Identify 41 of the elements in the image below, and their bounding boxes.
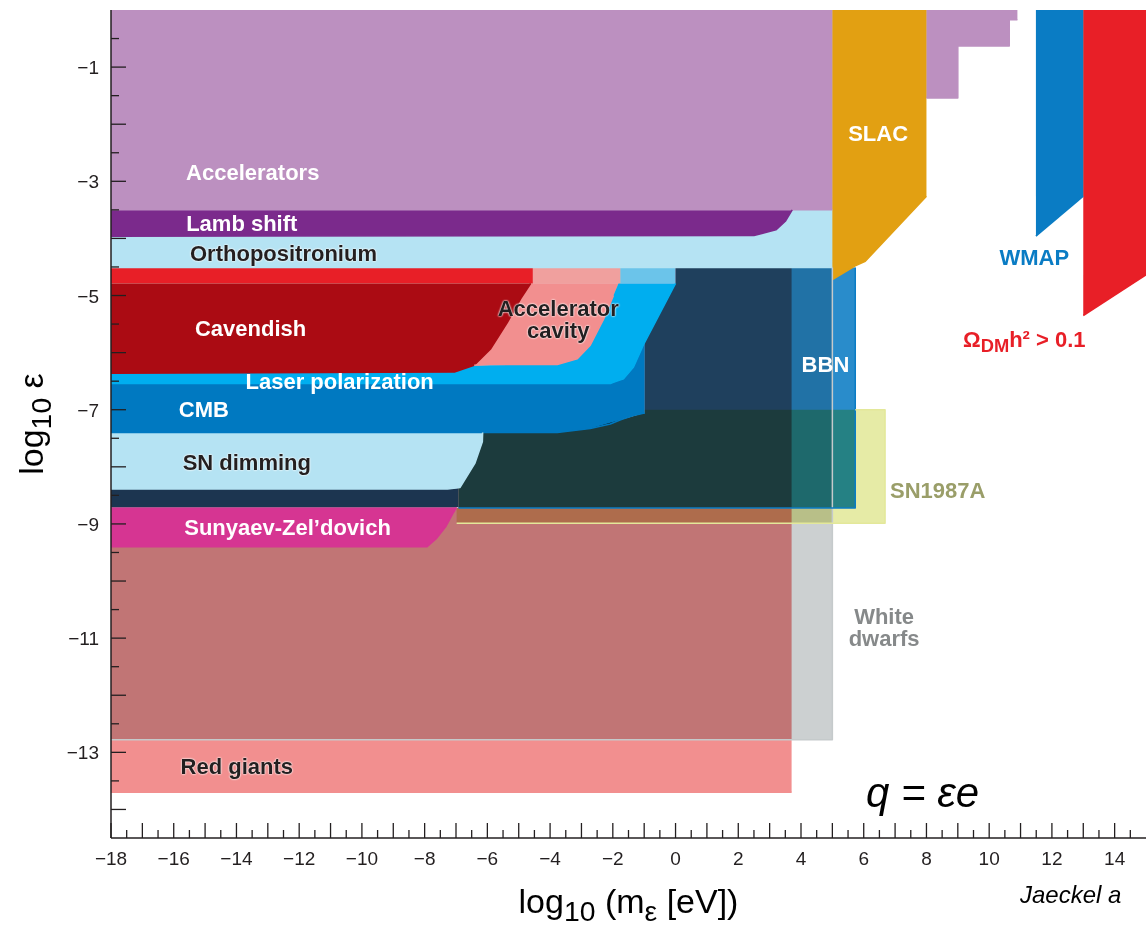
- series-label: Lamb shift: [186, 211, 298, 237]
- series-label: Accelerators: [186, 159, 320, 185]
- x-tick-label: −6: [476, 848, 499, 869]
- x-tick-label: 8: [921, 848, 932, 869]
- x-axis-title: log$_{10}$ (m$_{ε}$ [eV]): [518, 882, 739, 928]
- series-label: SN dimming: [182, 450, 311, 476]
- x-tick-label: 2: [732, 848, 744, 869]
- y-tick-label: −13: [66, 742, 99, 764]
- y-tick-label: −7: [77, 399, 99, 421]
- y-tick-label: −3: [77, 171, 99, 193]
- series-label: CMB: [178, 396, 229, 422]
- series-label: Red giants: [180, 754, 293, 780]
- y-tick-label: −9: [77, 513, 99, 535]
- x-tick-label: 14: [1104, 848, 1126, 869]
- y-tick-label: −11: [68, 628, 99, 650]
- y-tick-label: −1: [77, 57, 99, 79]
- x-tick-label: −4: [539, 848, 562, 869]
- series-label: Ω$_{DM}$h² > 0.1: [963, 326, 1086, 357]
- x-tick-label: −8: [413, 848, 436, 869]
- x-tick-label: −12: [283, 848, 316, 869]
- y-tick-label: −5: [77, 285, 99, 307]
- x-tick-label: −16: [157, 848, 190, 869]
- series-label: Sunyaev-Zel’dovich: [184, 514, 391, 540]
- x-tick-label: 10: [978, 848, 1000, 869]
- series-label: White dwarfs: [848, 604, 920, 652]
- x-tick-label: −2: [601, 848, 624, 869]
- series-label: Laser polarization: [245, 368, 434, 394]
- x-tick-label: −10: [345, 848, 379, 869]
- x-tick-label: 0: [670, 848, 681, 869]
- series-label: WMAP: [999, 244, 1070, 270]
- series-label: Orthopositronium: [190, 240, 377, 266]
- x-tick-label: 6: [858, 848, 870, 869]
- series-label: SN1987A: [890, 478, 986, 504]
- series-label: Cavendish: [194, 316, 307, 342]
- annotation: q = εe: [866, 769, 980, 817]
- text: SLAC: [848, 120, 909, 146]
- x-tick-label: 4: [795, 848, 807, 869]
- text: Jaeckel a: [1020, 881, 1122, 909]
- x-tick-label: −18: [94, 848, 128, 869]
- x-tick-label: 12: [1041, 848, 1063, 869]
- x-tick-label: −14: [220, 848, 253, 869]
